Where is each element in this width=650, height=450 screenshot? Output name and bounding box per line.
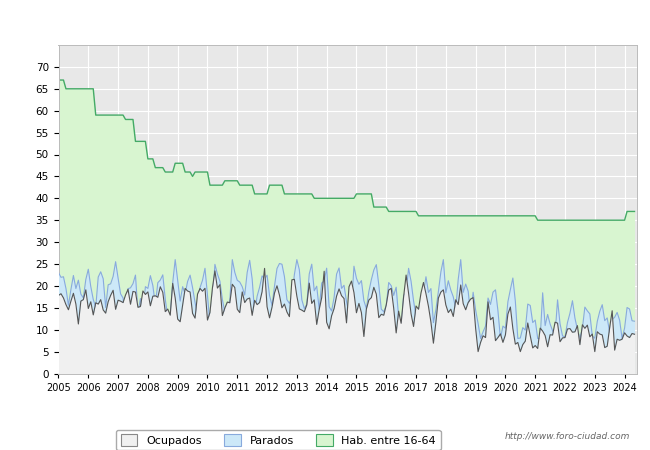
Legend: Ocupados, Parados, Hab. entre 16-64: Ocupados, Parados, Hab. entre 16-64 <box>116 430 441 450</box>
Text: http://www.foro-ciudad.com: http://www.foro-ciudad.com <box>505 432 630 441</box>
Text: Malpartida - Evolucion de la poblacion en edad de Trabajar Mayo de 2024: Malpartida - Evolucion de la poblacion e… <box>94 13 556 26</box>
